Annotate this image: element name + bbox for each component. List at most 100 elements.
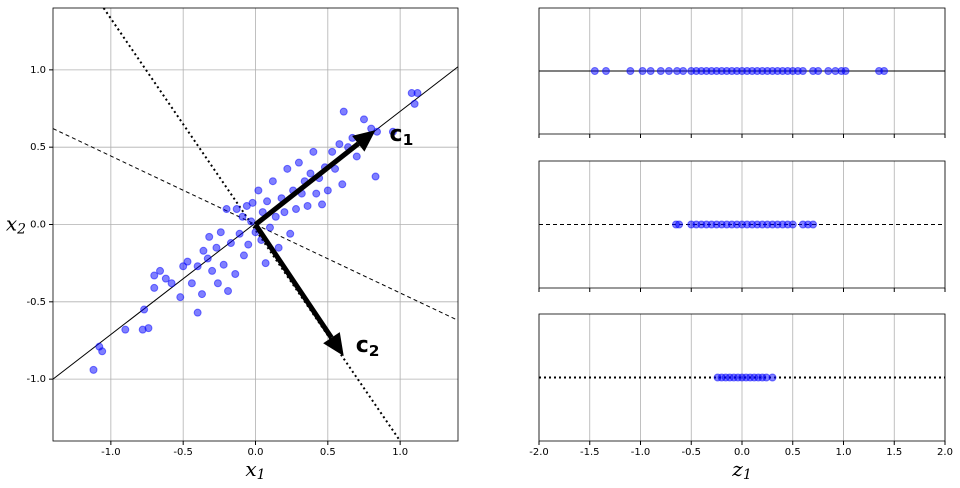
data-point	[286, 229, 295, 238]
data-point	[413, 89, 422, 98]
data-point	[646, 67, 655, 75]
data-point	[213, 279, 222, 288]
data-point	[144, 324, 153, 333]
x-tick-label: -1.0	[101, 447, 121, 458]
arrow	[253, 141, 360, 227]
data-point	[235, 229, 244, 238]
data-point	[271, 212, 280, 221]
x-tick-label: 0.0	[734, 447, 750, 458]
data-point	[312, 189, 321, 198]
data-point	[248, 198, 257, 207]
data-point	[89, 365, 98, 374]
label-text: x	[245, 457, 256, 481]
data-point	[199, 246, 208, 255]
data-point	[203, 254, 212, 263]
data-point	[167, 279, 176, 288]
data-point	[675, 220, 684, 229]
label-subscript: 2	[16, 222, 26, 238]
y-tick-label: -0.5	[26, 297, 46, 308]
data-point	[309, 147, 318, 156]
axes-frame	[538, 313, 946, 442]
axes-frame	[538, 160, 946, 289]
data-point	[294, 158, 303, 167]
y-tick-label: 0.5	[30, 142, 46, 153]
axes-frame	[52, 7, 459, 442]
data-point	[335, 140, 344, 149]
arrow-head	[352, 130, 376, 152]
x-tick-label: 1.5	[886, 447, 902, 458]
data-point	[265, 223, 274, 232]
x-tick-label: 0.5	[785, 447, 801, 458]
label-subscript: 1	[743, 467, 752, 483]
data-point	[318, 200, 327, 209]
y-tick-label: 1.0	[30, 65, 46, 76]
data-point	[283, 164, 292, 173]
data-point	[208, 266, 217, 275]
data-point	[197, 290, 206, 299]
x-tick-label: 1.0	[392, 447, 408, 458]
data-point	[274, 243, 283, 252]
data-point	[232, 205, 241, 214]
data-point	[226, 239, 235, 248]
data-point	[263, 197, 272, 206]
data-point	[814, 67, 823, 75]
data-point	[222, 205, 231, 214]
x-tick-label: 0.0	[248, 447, 264, 458]
label-text: c	[356, 333, 369, 358]
data-point	[187, 279, 196, 288]
label-subscript: 1	[257, 467, 266, 483]
data-point	[193, 262, 202, 271]
axes-frame	[538, 7, 946, 135]
data-point	[626, 67, 635, 75]
data-point	[292, 205, 300, 214]
axis-label: x1	[245, 457, 265, 484]
x-tick-label: -0.5	[681, 447, 701, 458]
label-subscript: 1	[403, 131, 414, 149]
data-point	[176, 293, 185, 302]
data-point	[388, 127, 397, 136]
data-point	[339, 107, 348, 116]
axis-label: z1	[731, 457, 751, 484]
plot-area	[53, 8, 458, 441]
data-point	[880, 67, 889, 75]
axis-label: c1	[390, 122, 414, 149]
data-point	[788, 220, 797, 229]
data-point	[656, 67, 665, 75]
data-point	[140, 305, 149, 314]
data-point	[590, 67, 599, 75]
data-point	[410, 99, 419, 108]
data-point	[338, 180, 347, 189]
axis-label: x2	[6, 211, 26, 238]
data-point	[664, 67, 673, 75]
data-point	[371, 172, 380, 181]
x-tick-label: 0.5	[320, 447, 336, 458]
label-text: z	[731, 457, 743, 481]
data-point	[679, 67, 688, 75]
data-point	[258, 208, 267, 217]
data-point	[150, 283, 159, 292]
data-point	[261, 259, 270, 268]
data-point	[638, 67, 647, 75]
data-point	[323, 186, 332, 195]
data-point	[280, 208, 289, 217]
x-tick-label: -1.0	[631, 447, 651, 458]
data-point	[244, 240, 253, 249]
data-point	[156, 266, 165, 275]
data-point	[231, 269, 240, 278]
data-point	[239, 251, 248, 260]
data-point	[328, 147, 337, 156]
x-tick-label: -0.5	[173, 447, 193, 458]
arrow	[253, 223, 334, 340]
label-subscript: 2	[369, 341, 380, 359]
x-tick-label: -2.0	[529, 447, 549, 458]
arrow-head	[323, 332, 344, 356]
data-point	[161, 274, 170, 283]
x-tick-label: 2.0	[937, 447, 953, 458]
data-point	[798, 67, 807, 75]
data-point	[331, 164, 340, 173]
x-tick-label: -1.5	[580, 447, 600, 458]
data-point	[824, 67, 833, 75]
x-tick-label: 1.0	[836, 447, 852, 458]
label-text: c	[390, 122, 403, 147]
